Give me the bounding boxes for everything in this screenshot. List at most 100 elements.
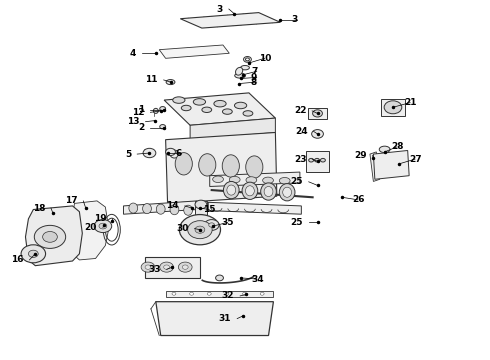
Polygon shape — [180, 13, 280, 28]
Circle shape — [245, 58, 249, 61]
Circle shape — [207, 292, 211, 295]
Circle shape — [384, 101, 402, 114]
Ellipse shape — [153, 108, 158, 113]
Ellipse shape — [202, 107, 212, 112]
Text: 22: 22 — [294, 107, 306, 115]
Text: 21: 21 — [404, 98, 417, 107]
Text: 16: 16 — [11, 256, 24, 264]
Circle shape — [179, 215, 220, 245]
Circle shape — [313, 110, 322, 117]
Circle shape — [94, 220, 112, 233]
Ellipse shape — [261, 183, 276, 200]
Polygon shape — [164, 93, 275, 125]
Text: 31: 31 — [219, 314, 231, 323]
Ellipse shape — [243, 111, 253, 116]
Ellipse shape — [236, 67, 243, 75]
Text: 26: 26 — [352, 195, 365, 204]
Ellipse shape — [193, 99, 206, 105]
Polygon shape — [166, 132, 277, 203]
Bar — [195, 201, 207, 215]
Text: 29: 29 — [354, 151, 367, 160]
Text: 1: 1 — [138, 105, 145, 114]
Circle shape — [188, 221, 212, 239]
Ellipse shape — [264, 186, 273, 197]
Polygon shape — [166, 291, 273, 297]
Text: 20: 20 — [85, 223, 97, 232]
Text: 27: 27 — [409, 155, 422, 163]
Ellipse shape — [246, 156, 263, 178]
Text: 11: 11 — [145, 76, 158, 85]
Ellipse shape — [235, 73, 245, 78]
Text: 33: 33 — [148, 265, 161, 274]
Text: 3: 3 — [292, 15, 298, 24]
Ellipse shape — [170, 204, 179, 215]
Bar — [308, 108, 327, 119]
Polygon shape — [370, 152, 380, 181]
Ellipse shape — [229, 176, 240, 183]
Bar — [145, 257, 200, 278]
Text: 17: 17 — [65, 197, 77, 205]
Ellipse shape — [170, 150, 179, 158]
Ellipse shape — [156, 204, 165, 214]
Ellipse shape — [181, 105, 191, 111]
Circle shape — [99, 223, 107, 229]
Text: 25: 25 — [290, 218, 303, 227]
Circle shape — [34, 225, 66, 248]
Text: 32: 32 — [221, 291, 234, 300]
Text: 23: 23 — [294, 155, 306, 163]
Text: 35: 35 — [221, 218, 234, 227]
Text: 4: 4 — [129, 49, 136, 58]
Ellipse shape — [222, 155, 239, 177]
Circle shape — [195, 200, 207, 209]
Circle shape — [315, 158, 319, 162]
Circle shape — [43, 231, 57, 242]
Circle shape — [244, 57, 251, 62]
Circle shape — [143, 148, 156, 158]
Ellipse shape — [214, 100, 226, 107]
Text: 9: 9 — [251, 73, 257, 82]
Polygon shape — [123, 201, 197, 214]
Text: 18: 18 — [32, 203, 45, 212]
Polygon shape — [210, 172, 300, 186]
Polygon shape — [159, 45, 229, 58]
Circle shape — [21, 245, 46, 263]
Ellipse shape — [242, 182, 258, 199]
Text: 2: 2 — [138, 123, 145, 132]
Text: 28: 28 — [391, 142, 404, 151]
Ellipse shape — [227, 185, 236, 195]
Ellipse shape — [283, 187, 292, 197]
Polygon shape — [190, 118, 275, 140]
Ellipse shape — [172, 97, 185, 103]
Bar — [381, 99, 405, 116]
Circle shape — [309, 158, 314, 162]
Polygon shape — [373, 150, 409, 179]
Ellipse shape — [379, 146, 390, 153]
Text: 19: 19 — [94, 214, 107, 223]
Text: 25: 25 — [290, 177, 303, 186]
Text: 3: 3 — [217, 4, 223, 13]
Circle shape — [312, 130, 323, 138]
Ellipse shape — [184, 205, 193, 215]
Circle shape — [166, 148, 175, 156]
Polygon shape — [156, 302, 273, 336]
Circle shape — [160, 125, 166, 129]
Circle shape — [204, 220, 219, 230]
Ellipse shape — [234, 102, 247, 109]
Text: 14: 14 — [166, 201, 179, 210]
Circle shape — [216, 275, 223, 281]
Ellipse shape — [223, 181, 239, 199]
Circle shape — [225, 292, 229, 295]
Text: 13: 13 — [127, 117, 140, 126]
Text: 30: 30 — [176, 224, 189, 233]
Ellipse shape — [175, 153, 192, 175]
Circle shape — [28, 250, 38, 257]
Text: 10: 10 — [259, 54, 271, 63]
Circle shape — [195, 226, 205, 233]
Circle shape — [160, 262, 173, 272]
Circle shape — [260, 292, 264, 295]
Circle shape — [209, 223, 215, 227]
Text: 6: 6 — [175, 148, 182, 158]
Ellipse shape — [199, 154, 216, 176]
Circle shape — [190, 292, 194, 295]
Ellipse shape — [213, 176, 223, 183]
